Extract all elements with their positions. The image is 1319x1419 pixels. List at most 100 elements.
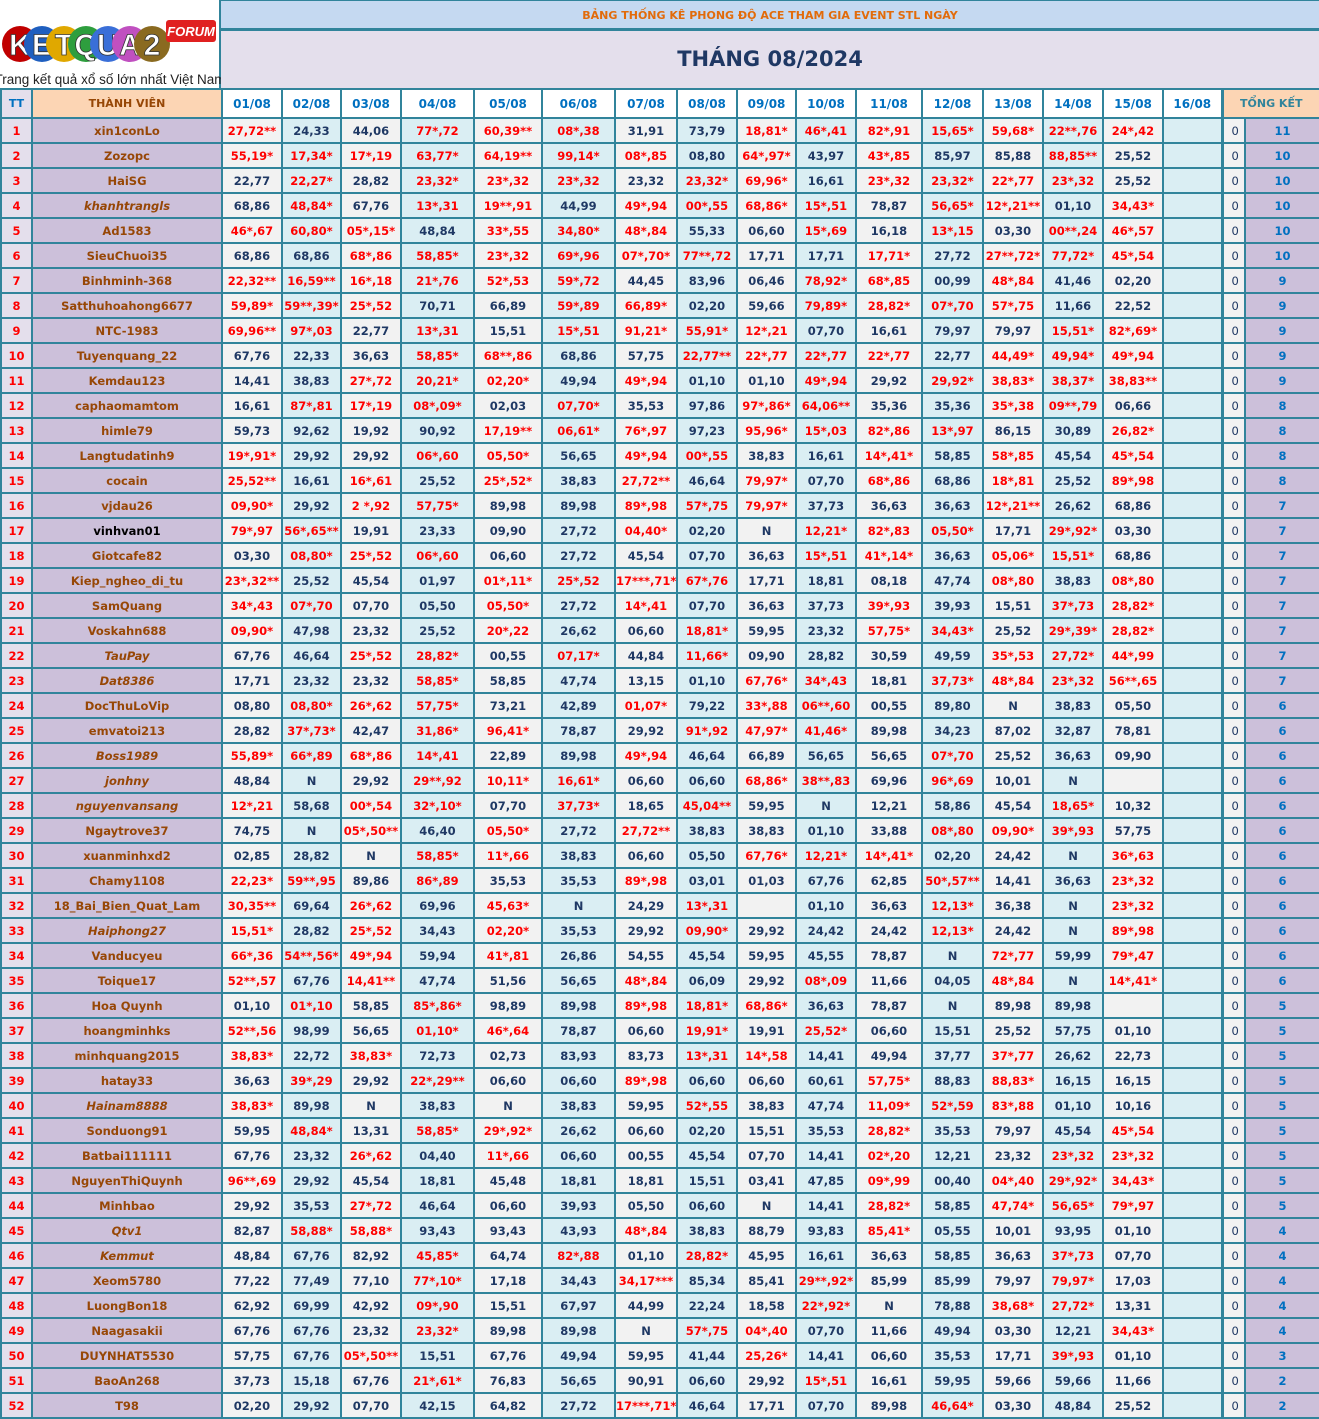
member-name[interactable]: nguyenvansang (31, 792, 223, 819)
member-name[interactable]: NTC-1983 (31, 317, 223, 344)
member-name[interactable]: Kemmut (31, 1242, 223, 1269)
result-cell: 19,92 (340, 417, 402, 444)
member-name[interactable]: Tuyenquang_22 (31, 342, 223, 369)
result-cell: 28,82 (340, 167, 402, 194)
result-cell: 48,84 (400, 217, 475, 244)
member-name[interactable]: Binhminh-368 (31, 267, 223, 294)
zero-count: 0 (1220, 842, 1246, 869)
result-cell: 36,63 (340, 342, 402, 369)
table-row: 29 Ngaytrove37 74,75 N 05*,50** 46,40 05,50* 27… (0, 817, 1319, 844)
result-cell: 22,77 (921, 342, 984, 369)
result-cell: 89,98 (473, 492, 543, 519)
result-cell: 07,70 (795, 1317, 857, 1344)
member-name[interactable]: Voskahn688 (31, 617, 223, 644)
result-cell: 27,72 (541, 542, 616, 569)
result-cell: 59,95 (736, 942, 797, 969)
member-name[interactable]: DUYNHAT5530 (31, 1342, 223, 1369)
member-name[interactable]: LuongBon18 (31, 1292, 223, 1319)
member-name[interactable]: Giotcafe82 (31, 542, 223, 569)
result-cell: 59,89* (221, 292, 283, 319)
member-name[interactable]: Dat8386 (31, 667, 223, 694)
member-name[interactable]: Ngaytrove37 (31, 817, 223, 844)
member-name[interactable]: Minhbao (31, 1192, 223, 1219)
result-cell: 59,66 (982, 1367, 1044, 1394)
result-cell: 69*,96 (541, 242, 616, 269)
member-name[interactable]: Qtv1 (31, 1217, 223, 1244)
member-name[interactable]: BaoAn268 (31, 1367, 223, 1394)
member-name[interactable]: SamQuang (31, 592, 223, 619)
member-name[interactable]: Xeom5780 (31, 1267, 223, 1294)
member-name[interactable]: caphaomamtom (31, 392, 223, 419)
member-name[interactable]: emvatoi213 (31, 717, 223, 744)
result-cell: 38,68* (982, 1292, 1044, 1319)
result-cell: 56,65 (340, 1017, 402, 1044)
row-number: 3 (0, 167, 33, 194)
member-name[interactable]: Boss1989 (31, 742, 223, 769)
member-name[interactable]: Ad1583 (31, 217, 223, 244)
member-name[interactable]: Toique17 (31, 967, 223, 994)
member-name[interactable]: hoangminhks (31, 1017, 223, 1044)
member-name[interactable]: Kiep_ngheo_di_tu (31, 567, 223, 594)
member-name[interactable]: cocain (31, 467, 223, 494)
result-cell: 23*,32 (541, 167, 616, 194)
member-name[interactable]: Hoa Quynh (31, 992, 223, 1019)
result-cell: 49*,94 (614, 192, 678, 219)
member-name[interactable]: hatay33 (31, 1067, 223, 1094)
member-name[interactable]: khanhtrangls (31, 192, 223, 219)
member-name[interactable]: Satthuhoahong6677 (31, 292, 223, 319)
member-name[interactable]: vjdau26 (31, 492, 223, 519)
result-cell: 01,10 (676, 367, 738, 394)
member-name[interactable]: NguyenThiQuynh (31, 1167, 223, 1194)
member-name[interactable]: HaiSG (31, 167, 223, 194)
member-name[interactable]: Langtudatinh9 (31, 442, 223, 469)
member-name[interactable]: jonhny (31, 767, 223, 794)
result-cell: 56**,65 (1102, 667, 1164, 694)
member-name[interactable]: Naagasakii (31, 1317, 223, 1344)
member-name[interactable]: minhquang2015 (31, 1042, 223, 1069)
result-cell: 02,20 (676, 517, 738, 544)
result-cell: 08*,80 (921, 817, 984, 844)
result-cell: 02,20 (221, 1392, 283, 1419)
member-name[interactable]: himle79 (31, 417, 223, 444)
result-cell: 56,65* (921, 192, 984, 219)
table-row: 45 Qtv1 82,87 58,88* 58,88* 93,43 93,43 43,93 48… (0, 1217, 1319, 1244)
result-cell: 08,80* (281, 692, 342, 719)
result-cell: 12,21 (855, 792, 923, 819)
member-name[interactable]: vinhvan01 (31, 517, 223, 544)
result-cell: 83,93 (541, 1042, 616, 1069)
member-name[interactable]: Kemdau123 (31, 367, 223, 394)
result-cell: 22,24 (676, 1292, 738, 1319)
table-row: 14 Langtudatinh9 19*,91* 29,92 29,92 06*,60 05… (0, 442, 1319, 469)
total-hits: 5 (1244, 1042, 1319, 1069)
result-cell: 19*,91* (221, 442, 283, 469)
member-name[interactable]: xuanminhxd2 (31, 842, 223, 869)
member-name[interactable]: xin1conLo (31, 117, 223, 144)
table-row: 48 LuongBon18 62,92 69,99 42,92 09*,90 15,51 67… (0, 1292, 1319, 1319)
member-name[interactable]: Hainam8888 (31, 1092, 223, 1119)
total-hits: 5 (1244, 992, 1319, 1019)
total-hits: 5 (1244, 1017, 1319, 1044)
member-name[interactable]: Chamy1108 (31, 867, 223, 894)
result-cell: 44,06 (340, 117, 402, 144)
member-name[interactable]: TauPay (31, 642, 223, 669)
result-cell: 47,74 (921, 567, 984, 594)
performance-table: TT THÀNH VIÊN 01/08 02/08 03/08 04/08 05/08 06/… (0, 88, 1319, 1419)
total-hits: 6 (1244, 892, 1319, 919)
result-cell: 28,82* (1102, 592, 1164, 619)
table-row: 36 Hoa Quynh 01,10 01*,10 58,85 85*,86* 98,89 8… (0, 992, 1319, 1019)
member-name[interactable]: Haiphong27 (31, 917, 223, 944)
member-name[interactable]: 18_Bai_Bien_Quat_Lam (31, 892, 223, 919)
result-cell: 58,85 (921, 1192, 984, 1219)
row-number: 35 (0, 967, 33, 994)
row-number: 15 (0, 467, 33, 494)
member-name[interactable]: Batbai111111 (31, 1142, 223, 1169)
result-cell: 25,52 (1042, 467, 1104, 494)
member-name[interactable]: SieuChuoi35 (31, 242, 223, 269)
member-name[interactable]: T98 (31, 1392, 223, 1419)
member-name[interactable]: Vanducyeu (31, 942, 223, 969)
result-cell: 45,54 (676, 942, 738, 969)
member-name[interactable]: DocThuLoVip (31, 692, 223, 719)
member-name[interactable]: Sonduong91 (31, 1117, 223, 1144)
member-name[interactable]: Zozopc (31, 142, 223, 169)
